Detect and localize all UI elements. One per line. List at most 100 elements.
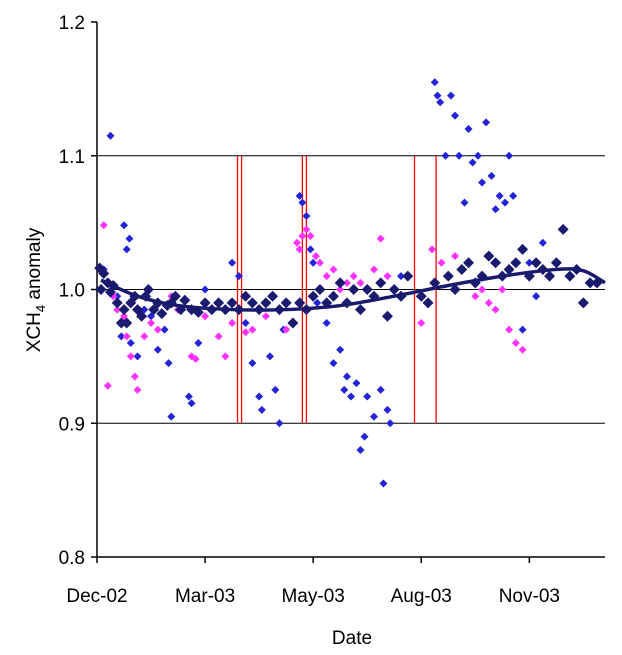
point bbox=[557, 223, 569, 235]
point bbox=[306, 232, 315, 240]
x-tick-label: Aug-03 bbox=[391, 586, 452, 607]
point bbox=[160, 325, 169, 334]
point bbox=[142, 284, 154, 295]
point bbox=[246, 297, 258, 309]
point bbox=[347, 392, 355, 401]
point bbox=[95, 284, 107, 295]
point bbox=[336, 345, 345, 354]
point bbox=[402, 270, 414, 282]
point bbox=[221, 352, 230, 361]
point bbox=[460, 198, 469, 207]
point bbox=[530, 257, 542, 269]
point bbox=[487, 171, 496, 180]
point bbox=[117, 332, 126, 341]
point bbox=[153, 345, 162, 354]
point bbox=[234, 272, 243, 281]
point bbox=[495, 191, 504, 200]
point bbox=[240, 290, 252, 302]
y-axis-label: XCH4 anomaly bbox=[24, 227, 48, 352]
point bbox=[451, 111, 460, 120]
point bbox=[503, 263, 515, 275]
point bbox=[199, 297, 211, 309]
point bbox=[261, 312, 270, 321]
point bbox=[120, 221, 129, 230]
point bbox=[228, 258, 237, 267]
point bbox=[191, 355, 200, 364]
point bbox=[501, 198, 510, 207]
point bbox=[525, 258, 534, 267]
point bbox=[449, 284, 461, 295]
point bbox=[140, 332, 149, 341]
x-tick-label: Mar-03 bbox=[175, 586, 235, 607]
point bbox=[340, 385, 349, 394]
point bbox=[130, 372, 139, 381]
point bbox=[153, 325, 162, 334]
point bbox=[550, 257, 562, 269]
point bbox=[255, 392, 264, 401]
point bbox=[313, 298, 322, 307]
point bbox=[214, 332, 223, 341]
point bbox=[361, 284, 373, 295]
point bbox=[342, 372, 351, 381]
point bbox=[376, 234, 385, 243]
point bbox=[430, 78, 439, 87]
y-label-sub: 4 bbox=[33, 305, 48, 312]
point bbox=[456, 263, 468, 275]
point bbox=[363, 392, 372, 401]
point bbox=[106, 131, 115, 140]
point bbox=[388, 284, 400, 295]
y-tick-label: 0.8 bbox=[59, 548, 85, 569]
point bbox=[446, 91, 455, 100]
point bbox=[194, 339, 203, 347]
point bbox=[511, 339, 520, 347]
y-label-main: XCH bbox=[24, 312, 45, 352]
point bbox=[369, 265, 378, 274]
y-tick-label: 1.0 bbox=[59, 281, 85, 302]
point bbox=[334, 277, 346, 289]
point bbox=[429, 277, 441, 289]
point bbox=[267, 290, 279, 302]
point bbox=[295, 245, 304, 254]
point bbox=[213, 297, 225, 309]
point bbox=[518, 345, 527, 354]
point bbox=[309, 258, 318, 267]
trend-line bbox=[100, 267, 606, 312]
point bbox=[99, 221, 108, 230]
point bbox=[322, 318, 331, 327]
point bbox=[455, 151, 464, 160]
point bbox=[280, 297, 292, 309]
y-label-rest: anomaly bbox=[24, 227, 45, 305]
point bbox=[122, 332, 131, 341]
point bbox=[248, 359, 257, 368]
point bbox=[381, 310, 393, 322]
point bbox=[287, 317, 299, 329]
point bbox=[302, 211, 311, 220]
point bbox=[292, 238, 301, 247]
point bbox=[169, 290, 181, 302]
point bbox=[417, 318, 426, 327]
point bbox=[451, 252, 460, 261]
point bbox=[478, 178, 487, 187]
point bbox=[464, 125, 473, 133]
point bbox=[482, 118, 491, 127]
point bbox=[314, 284, 326, 295]
x-tick-label: May-03 bbox=[281, 586, 344, 607]
point bbox=[441, 151, 450, 160]
point bbox=[509, 191, 518, 200]
x-tick-label: Nov-03 bbox=[499, 586, 560, 607]
point bbox=[474, 151, 482, 160]
point bbox=[248, 325, 257, 334]
point bbox=[376, 385, 385, 394]
point bbox=[298, 232, 307, 240]
point bbox=[241, 328, 250, 337]
point bbox=[121, 317, 133, 329]
point bbox=[126, 352, 135, 361]
point bbox=[156, 308, 168, 320]
x-axis-label: Date bbox=[332, 628, 372, 649]
point bbox=[517, 243, 529, 255]
point bbox=[294, 297, 306, 309]
point bbox=[336, 285, 345, 294]
point bbox=[342, 278, 351, 287]
